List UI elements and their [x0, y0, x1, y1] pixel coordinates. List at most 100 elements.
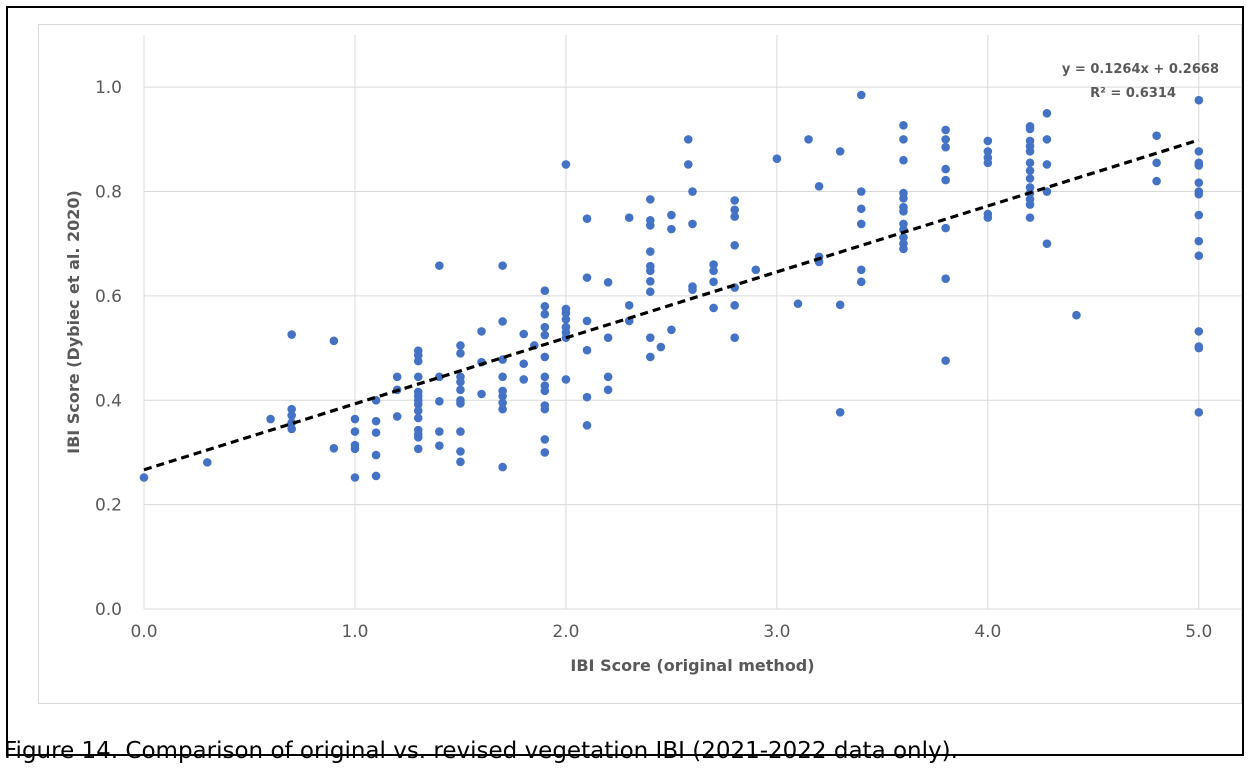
- data-point: [540, 330, 550, 340]
- data-point: [730, 212, 739, 221]
- x-tick-label: 0.0: [130, 622, 157, 642]
- data-point: [498, 317, 507, 326]
- data-point: [899, 194, 908, 203]
- data-point: [730, 301, 739, 310]
- data-point: [624, 213, 634, 222]
- data-point: [582, 392, 592, 402]
- data-point: [1152, 131, 1161, 141]
- data-point: [392, 372, 402, 382]
- data-point: [656, 342, 666, 352]
- data-point: [730, 196, 739, 205]
- data-point: [329, 443, 339, 453]
- data-point: [941, 175, 950, 185]
- data-point: [392, 412, 402, 421]
- data-point: [413, 413, 423, 423]
- data-point: [1042, 108, 1052, 118]
- data-point: [139, 473, 149, 482]
- data-point: [540, 286, 550, 295]
- data-point: [350, 444, 360, 454]
- data-point: [1072, 310, 1081, 320]
- data-point: [266, 414, 275, 424]
- data-point: [983, 213, 993, 222]
- data-point: [856, 219, 866, 229]
- data-point: [456, 377, 465, 387]
- y-tick-label: 1.0: [95, 78, 122, 98]
- data-point: [667, 325, 676, 335]
- data-point: [287, 424, 296, 434]
- data-point: [941, 356, 950, 365]
- data-point: [709, 277, 718, 287]
- data-point: [941, 135, 950, 144]
- data-point: [646, 287, 655, 297]
- data-point: [1025, 166, 1035, 175]
- trendline-r2: R² = 0.6314: [1090, 86, 1176, 101]
- data-point: [1194, 147, 1204, 156]
- data-point: [835, 300, 845, 310]
- data-point: [1194, 95, 1204, 105]
- data-point: [329, 336, 339, 346]
- figure-caption: Figure 14. Comparison of original vs. re…: [4, 738, 958, 764]
- data-point: [941, 274, 950, 283]
- chart-area: 0.0 1.0 2.0 3.0 4.0 5.0 0.0 0.2 0.4 0.6 0.8 1.0 IBI …: [38, 24, 1242, 704]
- data-point: [477, 327, 486, 336]
- x-tick-label: 1.0: [341, 622, 368, 642]
- data-point: [667, 224, 676, 234]
- x-axis-title: IBI Score (original method): [570, 656, 814, 675]
- data-point: [1152, 176, 1161, 186]
- data-point: [435, 261, 444, 270]
- data-point: [1194, 189, 1204, 199]
- data-point: [603, 385, 613, 395]
- data-point: [371, 450, 381, 460]
- data-point: [540, 404, 550, 414]
- data-point: [683, 160, 693, 169]
- data-point: [1025, 200, 1035, 209]
- data-point: [519, 359, 529, 369]
- data-point: [1025, 213, 1035, 222]
- data-point: [582, 421, 592, 430]
- data-point: [287, 330, 296, 339]
- y-tick-label: 0.0: [95, 600, 122, 620]
- data-point: [835, 407, 845, 417]
- data-point: [709, 260, 718, 269]
- data-point: [856, 187, 866, 196]
- y-tick-label: 0.6: [95, 287, 122, 307]
- data-point: [730, 205, 739, 215]
- data-point: [413, 433, 423, 442]
- data-point: [413, 400, 423, 409]
- data-point: [1025, 124, 1035, 134]
- data-point: [899, 244, 908, 254]
- data-point: [730, 240, 739, 250]
- data-point: [941, 164, 950, 174]
- data-point: [371, 428, 381, 437]
- data-point: [688, 285, 697, 294]
- data-point: [582, 316, 592, 326]
- data-point: [1194, 236, 1204, 246]
- data-point: [540, 322, 550, 332]
- data-point: [582, 345, 592, 355]
- data-point: [498, 462, 507, 472]
- data-point: [456, 447, 465, 456]
- y-tick-label: 0.8: [95, 183, 122, 203]
- data-point: [730, 333, 739, 342]
- data-point: [561, 315, 571, 324]
- data-point: [688, 187, 697, 196]
- data-point: [350, 427, 360, 436]
- data-point: [350, 414, 360, 424]
- data-point: [856, 277, 866, 287]
- data-point: [772, 154, 782, 163]
- data-point: [435, 427, 444, 436]
- data-point: [561, 308, 571, 318]
- data-point: [646, 276, 655, 286]
- data-point: [540, 352, 550, 362]
- data-point: [683, 135, 693, 144]
- data-point: [1194, 327, 1204, 336]
- data-point: [519, 329, 529, 339]
- data-point: [498, 261, 507, 270]
- data-point: [435, 441, 444, 450]
- data-point: [413, 372, 423, 382]
- data-point: [624, 301, 634, 310]
- data-point: [856, 90, 866, 100]
- data-point: [561, 375, 571, 384]
- data-point: [646, 266, 655, 276]
- trendline: [143, 138, 1200, 472]
